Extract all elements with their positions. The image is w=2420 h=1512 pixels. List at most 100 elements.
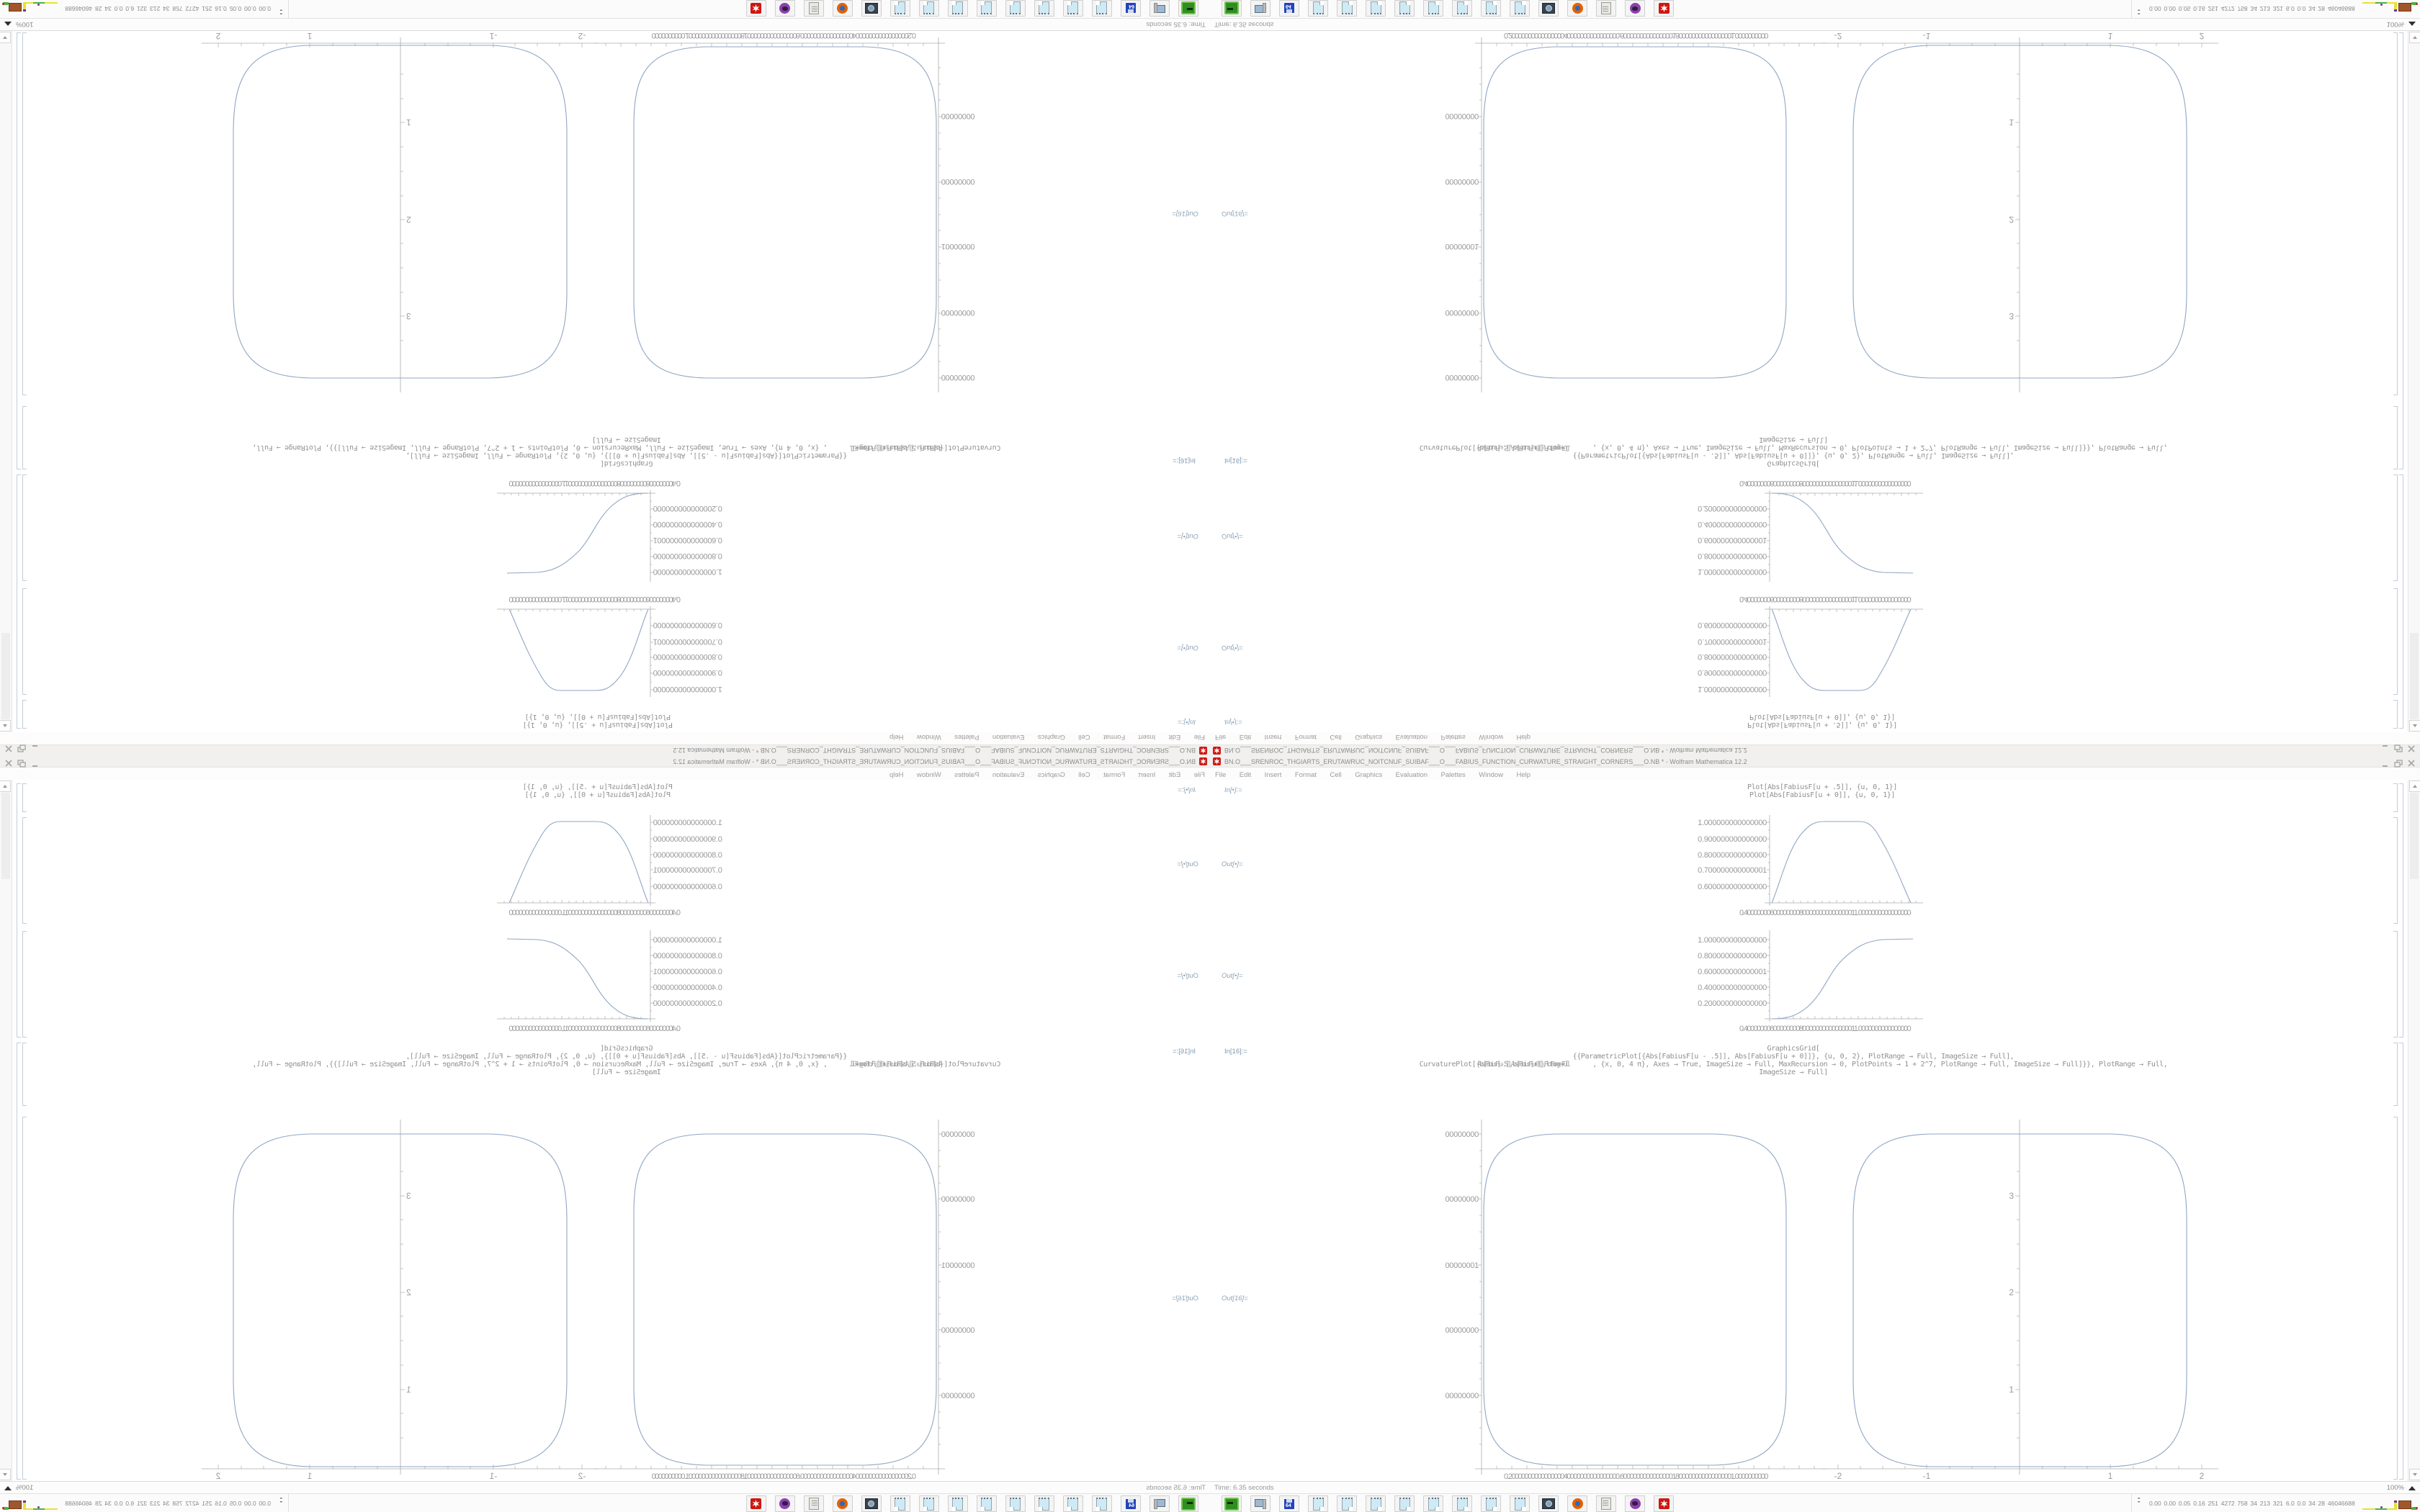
window-titlebar[interactable]: BN.O___SRENROC_THGIARTS_ERUTAWRUC_NOITCN…	[1210, 744, 2420, 756]
taskbar-notepad-1[interactable]	[1092, 1495, 1112, 1512]
taskbar-mathematica[interactable]	[1654, 0, 1674, 17]
menu-help[interactable]: Help	[889, 733, 904, 741]
taskbar-notepad-4[interactable]	[1394, 0, 1415, 17]
taskbar-computer[interactable]	[1150, 0, 1170, 17]
cell-bracket[interactable]	[22, 700, 27, 729]
cell-bracket[interactable]	[22, 1117, 27, 1480]
minimize-button[interactable]	[2381, 745, 2390, 754]
taskbar-notepad-8[interactable]	[890, 1495, 910, 1512]
window-titlebar[interactable]: BN.O___SRENROC_THGIARTS_ERUTAWRUC_NOITCN…	[0, 756, 1210, 768]
cell-bracket[interactable]	[2393, 817, 2398, 924]
cell-bracket[interactable]	[22, 474, 27, 581]
menu-file[interactable]: File	[1193, 733, 1205, 741]
taskbar-purple-app[interactable]	[1625, 0, 1645, 17]
cell-bracket[interactable]	[22, 1043, 27, 1106]
restore-button[interactable]	[17, 758, 26, 768]
taskbar-terminal[interactable]	[1178, 0, 1198, 17]
cell-bracket[interactable]	[2393, 32, 2398, 395]
menu-format[interactable]: Format	[1103, 733, 1126, 741]
taskbar-script[interactable]	[804, 0, 824, 17]
magnification-menu-icon[interactable]	[4, 1486, 12, 1490]
menu-edit[interactable]: Edit	[1168, 771, 1181, 779]
taskbar-script[interactable]	[1596, 1495, 1616, 1512]
code-line[interactable]: CurvaturePlot[{Abs[FabiusF[u-.5]],Abs[Fa…	[252, 444, 1001, 451]
cell-bracket[interactable]	[2393, 1043, 2398, 1106]
input-cell-1[interactable]: Plot[Abs[FabiusF[u + .5]], {u, 0, 1}] Pl…	[432, 783, 763, 799]
magnification-value[interactable]: 100%	[2386, 20, 2404, 28]
taskbar-notepad-2[interactable]	[1063, 1495, 1083, 1512]
menu-window[interactable]: Window	[1479, 733, 1504, 741]
taskbar-notepad-8[interactable]	[1510, 0, 1530, 17]
cell-group-bracket[interactable]	[17, 1043, 21, 1480]
window-titlebar[interactable]: BN.O___SRENROC_THGIARTS_ERUTAWRUC_NOITCN…	[0, 744, 1210, 756]
cell-bracket[interactable]	[22, 406, 27, 469]
code-line[interactable]: GraphicsGrid[	[1767, 459, 1820, 467]
taskbar-floppy[interactable]: 64	[1121, 1495, 1141, 1512]
code-line[interactable]: Plot[Abs[FabiusF[u + .5]], {u, 0, 1}]	[523, 783, 673, 791]
menu-insert[interactable]: Insert	[1264, 771, 1282, 779]
cell-bracket[interactable]	[2393, 700, 2398, 729]
code-line[interactable]: {{ParametricPlot[{Abs[FabiusF[u - .5]], …	[405, 1053, 848, 1061]
magnification-value[interactable]: 100%	[16, 1484, 34, 1492]
menu-evaluation[interactable]: Evaluation	[1395, 771, 1428, 779]
code-line[interactable]: CurvaturePlot[{Abs[FabiusF[u-.5]],Abs[Fa…	[1419, 444, 2168, 451]
taskbar-notepad-1[interactable]	[1092, 0, 1112, 17]
magnification-value[interactable]: 100%	[2386, 1484, 2404, 1492]
notebook-content[interactable]: In[•]:= Plot[Abs[FabiusF[u + .5]], {u, 0…	[12, 31, 1210, 732]
taskbar-notepad-2[interactable]	[1337, 1495, 1357, 1512]
cell-bracket[interactable]	[22, 32, 27, 395]
notebook-content[interactable]: In[•]:= Plot[Abs[FabiusF[u + .5]], {u, 0…	[1210, 780, 2408, 1481]
notebook-content[interactable]: In[•]:= Plot[Abs[FabiusF[u + .5]], {u, 0…	[12, 780, 1210, 1481]
taskbar-terminal[interactable]	[1178, 1495, 1198, 1512]
restore-button[interactable]	[17, 744, 26, 754]
cell-bracket[interactable]	[22, 783, 27, 812]
code-line[interactable]: GraphicsGrid[	[600, 1045, 653, 1053]
menu-file[interactable]: File	[1193, 771, 1205, 779]
code-line[interactable]: Plot[Abs[FabiusF[u + .5]], {u, 0, 1}]	[523, 721, 673, 729]
taskbar-notepad-7[interactable]	[1481, 1495, 1501, 1512]
taskbar-notepad-3[interactable]	[1366, 1495, 1386, 1512]
vertical-scrollbar[interactable]	[0, 31, 12, 732]
vertical-scrollbar[interactable]	[2408, 780, 2420, 1481]
taskbar-notepad-7[interactable]	[1481, 0, 1501, 17]
taskbar-notepad-5[interactable]	[977, 0, 997, 17]
cell-group-bracket[interactable]	[2399, 783, 2403, 1038]
taskbar-script[interactable]	[1596, 0, 1616, 17]
scroll-up-button[interactable]	[2409, 720, 2420, 732]
taskbar-notepad-7[interactable]	[919, 1495, 939, 1512]
menu-help[interactable]: Help	[1516, 771, 1531, 779]
taskbar-notepad-6[interactable]	[1452, 0, 1472, 17]
code-line[interactable]: Plot[Abs[FabiusF[u + .5]], {u, 0, 1}]	[1747, 721, 1897, 729]
taskbar-mathematica[interactable]	[1654, 1495, 1674, 1512]
vertical-scrollbar[interactable]	[0, 780, 12, 1481]
menu-format[interactable]: Format	[1294, 771, 1317, 779]
code-line[interactable]: {{ParametricPlot[{Abs[FabiusF[u - .5]], …	[405, 451, 848, 459]
taskbar-mathematica[interactable]	[746, 0, 766, 17]
taskbar-notepad-6[interactable]	[948, 0, 968, 17]
cell-bracket[interactable]	[2393, 1117, 2398, 1480]
cell-bracket[interactable]	[2393, 474, 2398, 581]
cell-bracket[interactable]	[2393, 783, 2398, 812]
taskbar-notepad-5[interactable]	[977, 1495, 997, 1512]
taskbar-notepad-4[interactable]	[1394, 1495, 1415, 1512]
scrollbar-thumb[interactable]	[2410, 793, 2419, 879]
menu-evaluation[interactable]: Evaluation	[992, 771, 1025, 779]
menu-window[interactable]: Window	[1479, 771, 1504, 779]
code-line[interactable]: CurvaturePlot[{Abs[FabiusF[u-.5]],Abs[Fa…	[1419, 1061, 2168, 1068]
taskbar-floppy[interactable]: 64	[1279, 1495, 1299, 1512]
magnification-menu-icon[interactable]	[2408, 22, 2416, 26]
vertical-scrollbar[interactable]	[2408, 31, 2420, 732]
minimize-button[interactable]	[2381, 758, 2390, 767]
taskbar-notepad-5[interactable]	[1423, 1495, 1443, 1512]
minimize-button[interactable]	[30, 758, 39, 767]
taskbar-firefox[interactable]	[833, 0, 853, 17]
input-cell-1[interactable]: Plot[Abs[FabiusF[u + .5]], {u, 0, 1}] Pl…	[1657, 783, 1988, 799]
cell-group-bracket[interactable]	[17, 783, 21, 1038]
menu-graphics[interactable]: Graphics	[1037, 771, 1065, 779]
taskbar-computer[interactable]	[1250, 0, 1270, 17]
taskbar-script[interactable]	[804, 1495, 824, 1512]
taskbar-notepad-1[interactable]	[1308, 0, 1328, 17]
